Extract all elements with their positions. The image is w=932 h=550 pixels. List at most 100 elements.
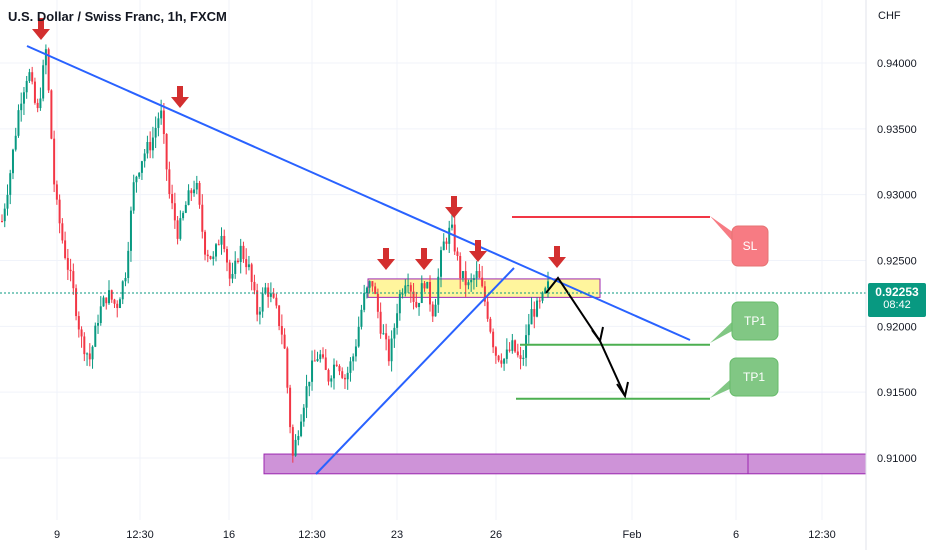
y-tick-label: 0.92000 — [877, 321, 917, 333]
candle-body — [162, 110, 165, 135]
candle-body — [253, 281, 256, 291]
candle-body — [212, 256, 215, 259]
candle-body — [379, 311, 382, 334]
candle-body — [407, 285, 410, 287]
y-tick-label: 0.91000 — [877, 453, 917, 465]
candle-body — [204, 231, 207, 255]
candle-body — [486, 301, 489, 319]
down-arrow-icon — [445, 207, 463, 218]
candle-body — [75, 288, 78, 317]
candle-body — [396, 313, 399, 328]
candle-body — [494, 347, 497, 356]
currency-label: CHF — [878, 10, 901, 22]
candle-body — [17, 110, 20, 136]
candle-body — [390, 338, 393, 362]
candle-body — [294, 439, 297, 456]
candle-body — [409, 285, 412, 292]
candle-body — [193, 189, 196, 194]
candle-body — [324, 357, 327, 370]
candle-body — [429, 281, 432, 305]
candle-body — [83, 336, 86, 355]
candle-body — [184, 204, 187, 213]
down-arrow-icon — [421, 248, 427, 260]
annotation-lines — [26, 45, 710, 475]
candle-body — [44, 49, 47, 66]
candle-body — [371, 281, 374, 287]
bar-countdown: 08:42 — [883, 299, 911, 311]
candle-body — [129, 210, 132, 251]
candle-body — [272, 293, 275, 298]
candle-body — [472, 278, 475, 280]
candle-body — [538, 300, 541, 302]
sl-label: SL — [743, 239, 758, 253]
down-arrow-icon — [451, 196, 457, 208]
candle-body — [530, 309, 533, 325]
candle-body — [275, 297, 278, 306]
candle-body — [398, 293, 401, 314]
candle-body — [327, 369, 330, 382]
down-arrow-icon — [475, 240, 481, 252]
y-tick-label: 0.93500 — [877, 124, 917, 136]
down-arrow-icon — [554, 246, 560, 258]
candle-body — [245, 259, 248, 268]
candle-body — [269, 293, 272, 297]
candle-body — [423, 283, 426, 289]
candle-body — [165, 134, 168, 170]
down-arrow-icon — [177, 86, 183, 98]
ascending-trendline — [315, 267, 515, 475]
candle-body — [330, 378, 333, 382]
candle-body — [242, 245, 245, 260]
candle-body — [514, 340, 517, 352]
sl-bubble — [731, 225, 769, 267]
candle-body — [102, 297, 105, 307]
candle-body — [121, 281, 124, 300]
candle-body — [322, 354, 325, 358]
x-tick-label: Feb — [623, 529, 642, 541]
x-tick-label: 12:30 — [298, 529, 326, 541]
candle-body — [505, 349, 508, 359]
candle-body — [108, 290, 111, 304]
candle-body — [239, 245, 242, 263]
candle-body — [519, 355, 522, 359]
marker-arrows — [32, 18, 566, 270]
candle-body — [61, 223, 64, 241]
candle-body — [132, 182, 135, 211]
candle-body — [206, 254, 209, 257]
candle-body — [53, 138, 56, 185]
candle-body — [97, 323, 100, 326]
candle-body — [437, 276, 440, 305]
candle-body — [171, 193, 174, 204]
candle-body — [39, 98, 42, 109]
candle-body — [448, 227, 451, 244]
y-tick-label: 0.92500 — [877, 256, 917, 268]
bubble-tail — [710, 378, 732, 398]
candle-body — [352, 356, 355, 362]
candle-body — [138, 172, 141, 177]
candle-body — [346, 372, 349, 380]
candle-body — [516, 351, 519, 356]
candle-body — [464, 271, 467, 286]
down-arrow-icon — [548, 257, 566, 268]
candle-body — [116, 303, 119, 309]
candle-body — [456, 251, 459, 257]
candle-body — [77, 316, 80, 330]
candle-body — [267, 287, 270, 297]
candle-body — [286, 348, 289, 388]
tp-bubble — [729, 357, 779, 397]
candle-body — [412, 291, 415, 302]
candle-body — [1, 221, 3, 222]
chart-title: U.S. Dollar / Swiss Franc, 1h, FXCM — [8, 9, 227, 24]
candle-body — [470, 279, 473, 283]
candle-body — [481, 277, 484, 287]
price-axis: 0.94000 0.93500 0.93000 0.92500 0.92000 0.915… — [877, 58, 917, 465]
candle-body — [64, 240, 67, 259]
candle-body — [283, 334, 286, 349]
candle-body — [110, 290, 113, 300]
candle-body — [475, 271, 478, 279]
candle-body — [264, 287, 267, 294]
candle-body — [527, 324, 530, 336]
candle-body — [280, 326, 283, 335]
x-tick-label: 6 — [733, 529, 739, 541]
candle-body — [234, 260, 237, 274]
